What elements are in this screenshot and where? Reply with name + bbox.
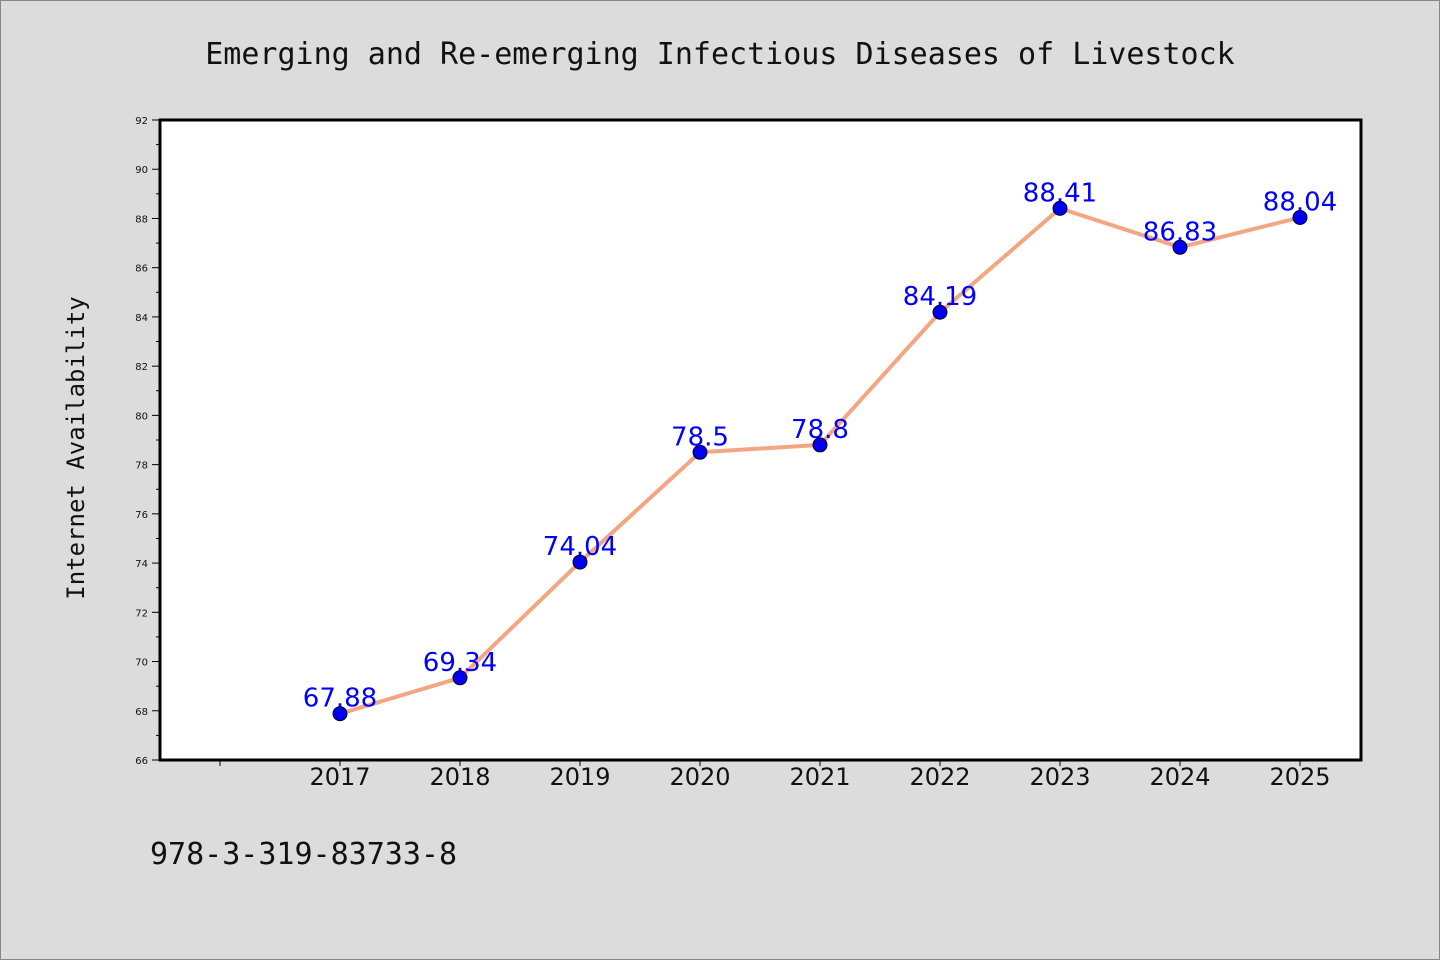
data-point [1172, 239, 1188, 255]
x-tick-label: 2023 [1029, 763, 1090, 791]
chart-title: Emerging and Re-emerging Infectious Dise… [205, 37, 1235, 72]
y-tick-label: 88 [135, 214, 148, 225]
y-axis: 66 68 70 72 74 76 78 80 82 84 86 88 90 92 [135, 116, 160, 767]
x-axis: 2017 2018 2019 2020 2021 2022 2023 2024 2025 [219, 760, 1331, 791]
data-label: 84.19 [903, 282, 977, 312]
y-tick-label: 90 [135, 165, 148, 176]
x-tick-label: 2018 [429, 763, 490, 791]
data-label: 74.04 [543, 532, 617, 562]
y-tick-label: 78 [135, 461, 148, 472]
x-tick-label: 2021 [789, 763, 850, 791]
x-tick-label: 2024 [1149, 763, 1210, 791]
y-tick-label: 74 [135, 559, 148, 570]
y-tick-label: 82 [135, 362, 148, 373]
y-tick-label: 80 [135, 411, 148, 422]
data-label: 88.41 [1023, 178, 1097, 208]
x-tick-label: 2020 [669, 763, 730, 791]
data-point [572, 554, 588, 570]
data-point [1292, 209, 1308, 225]
x-tick-label: 2022 [909, 763, 970, 791]
y-tick-label: 86 [135, 264, 148, 275]
y-tick-label: 76 [135, 510, 148, 521]
y-tick-label: 92 [135, 116, 148, 127]
y-tick-label: 70 [135, 658, 148, 669]
data-point [1052, 200, 1068, 216]
x-tick-label: 2019 [549, 763, 610, 791]
plot-area [158, 118, 1363, 762]
data-label: 78.8 [791, 415, 849, 445]
isbn-text: 978-3-319-83733-8 [150, 837, 457, 872]
x-tick-label: 2025 [1269, 763, 1330, 791]
y-tick-label: 68 [135, 707, 148, 718]
data-label: 67.88 [303, 684, 377, 714]
data-point [452, 670, 468, 686]
y-tick-label: 72 [135, 608, 148, 619]
x-tick-label: 2017 [309, 763, 370, 791]
data-label: 78.5 [671, 422, 729, 452]
data-point [332, 706, 348, 722]
data-label: 88.04 [1263, 187, 1337, 217]
data-label: 86.83 [1143, 217, 1217, 247]
y-tick-label: 84 [135, 313, 148, 324]
y-axis-label: Internet Availability [62, 296, 90, 599]
data-label: 69.34 [423, 648, 497, 678]
data-point [812, 437, 828, 453]
data-point [692, 444, 708, 460]
data-point [932, 304, 948, 320]
series-layer: 67.88 69.34 74.04 78.5 78.8 84.19 88.41 86.83 88… [303, 178, 1337, 722]
y-tick-label: 66 [135, 756, 148, 767]
